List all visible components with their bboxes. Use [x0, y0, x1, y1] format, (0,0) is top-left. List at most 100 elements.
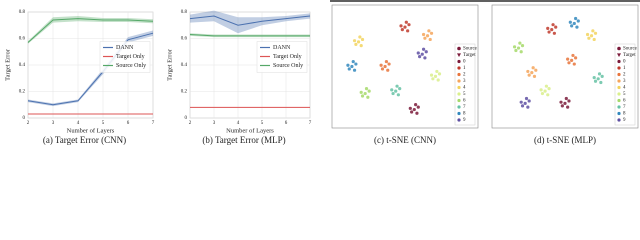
scatter-point — [436, 78, 440, 82]
scatter-point — [539, 88, 543, 92]
legend-marker — [617, 92, 621, 96]
scatter-point — [435, 69, 439, 74]
legend-label: 1 — [623, 66, 626, 71]
x-tick-label: 5 — [102, 121, 105, 126]
scatter-point — [421, 47, 426, 51]
y-tick-label: 0 — [23, 116, 26, 121]
legend-label: Source Only — [116, 63, 146, 69]
scatter-point — [551, 23, 555, 27]
plot-area — [491, 4, 639, 129]
scatter-point — [387, 62, 391, 66]
scatter-point — [354, 62, 358, 66]
scatter-point — [429, 31, 434, 35]
scatter-point — [546, 93, 550, 97]
x-tick-label: 4 — [237, 121, 240, 126]
legend-label: 4 — [623, 86, 626, 91]
scatter-point — [379, 63, 383, 67]
plot-area — [331, 4, 479, 129]
series-line — [189, 34, 310, 37]
scatter-point — [427, 29, 431, 33]
legend-marker — [457, 85, 461, 90]
scatter-point — [519, 100, 523, 104]
scatter-point — [347, 67, 351, 71]
scatter-point — [400, 28, 404, 32]
legend-label: 8 — [463, 112, 466, 117]
scatter-point — [566, 105, 570, 109]
caption: (c) t-SNE (CNN) — [374, 135, 436, 145]
legend-marker — [457, 92, 461, 96]
legend-marker — [617, 118, 621, 122]
legend-label: 3 — [463, 79, 466, 84]
caption: (a) Target Error (CNN) — [43, 135, 126, 145]
legend-marker — [617, 79, 621, 83]
scatter-point — [514, 48, 518, 53]
y-tick-label: 0.4 — [181, 63, 188, 68]
scatter-point — [554, 25, 558, 29]
x-tick-label: 3 — [52, 121, 55, 126]
scatter-point — [416, 51, 420, 55]
scatter-point — [574, 16, 578, 21]
y-tick-label: 0.4 — [19, 63, 26, 68]
scatter-point — [346, 63, 350, 67]
y-tick-label: 0.8 — [19, 10, 26, 15]
scatter-point — [589, 34, 594, 38]
legend-marker — [457, 53, 461, 57]
scatter-point — [412, 107, 416, 112]
y-tick-label: 0.2 — [181, 90, 188, 95]
scatter-point — [359, 43, 363, 48]
scatter-point — [572, 62, 576, 66]
scatter-point — [390, 88, 394, 92]
error-band — [190, 10, 310, 34]
scatter-point — [600, 74, 604, 78]
scatter-point — [386, 68, 390, 72]
x-tick-label: 3 — [213, 121, 216, 126]
scatter-point — [364, 87, 369, 91]
scatter-point — [383, 64, 387, 69]
legend-marker — [457, 72, 461, 77]
x-axis-label: Number of Layers — [226, 127, 274, 134]
legend-marker — [617, 105, 621, 109]
legend-marker — [457, 118, 461, 122]
scatter-point — [425, 34, 430, 38]
scatter-point — [524, 96, 529, 101]
scatter-point — [423, 36, 427, 40]
x-tick-label: 5 — [261, 121, 264, 126]
y-tick-label: 0 — [185, 116, 188, 121]
scatter-point — [532, 74, 537, 78]
series-line — [189, 15, 311, 26]
scatter-point — [592, 75, 596, 80]
legend-label: 2 — [463, 73, 466, 78]
series-line — [27, 32, 154, 106]
legend-marker — [457, 79, 461, 83]
scatter-point — [421, 32, 426, 37]
scatter-point — [360, 37, 365, 42]
legend-label: Target Only — [116, 54, 145, 60]
legend-box — [614, 43, 636, 126]
legend-label: 7 — [463, 105, 466, 110]
scatter-point — [518, 41, 522, 45]
y-tick-label: 0.6 — [181, 37, 188, 42]
scatter-point — [570, 58, 574, 62]
scatter-point — [550, 28, 554, 32]
scatter-point — [406, 29, 410, 33]
legend-label: Target — [463, 53, 476, 58]
scatter-point — [399, 24, 403, 28]
scatter-point — [531, 66, 535, 70]
scatter-point — [520, 104, 525, 108]
scatter-point — [526, 69, 530, 74]
series-line — [27, 18, 154, 43]
scatter-point — [363, 91, 367, 96]
y-tick-label: 0.2 — [19, 90, 26, 95]
scatter-point — [351, 59, 355, 64]
legend-label: 0 — [463, 60, 466, 65]
legend-label: 8 — [623, 112, 626, 117]
x-tick-label: 6 — [285, 121, 288, 126]
scatter-point — [414, 103, 418, 107]
y-tick-label: 0.8 — [181, 10, 188, 15]
scatter-point — [540, 91, 545, 96]
x-tick-label: 2 — [189, 121, 192, 126]
legend-label: DANN — [116, 45, 134, 51]
scatter-point — [543, 89, 547, 93]
legend-label: 5 — [463, 92, 466, 97]
x-tick-label: 7 — [152, 121, 155, 126]
